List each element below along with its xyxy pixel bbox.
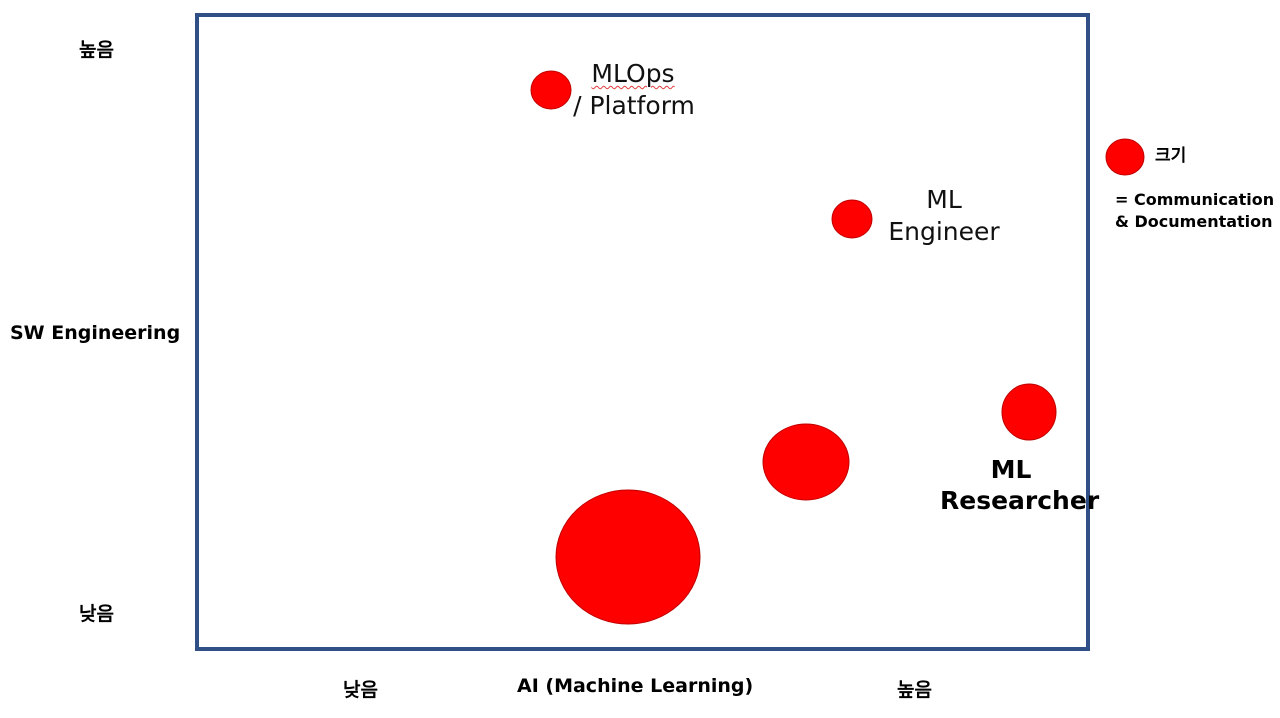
y-axis-high-label: 높음 <box>79 39 114 61</box>
x-axis-high-label: 높음 <box>897 679 932 701</box>
ml-engineer-label-line1: ML <box>926 185 962 214</box>
bubble-mlops <box>530 70 572 110</box>
mlops-label: MLOps / Platform <box>566 58 702 122</box>
bubble-ml-researcher <box>1001 383 1057 441</box>
legend-description: = Communication & Documentation <box>1115 189 1274 233</box>
y-axis-title: SW Engineering <box>10 322 181 344</box>
bubble-large <box>555 489 701 625</box>
mlops-label-line2: / Platform <box>573 91 695 120</box>
ml-engineer-label-line2: Engineer <box>888 217 1000 246</box>
legend-bubble <box>1105 138 1145 176</box>
x-axis-title: AI (Machine Learning) <box>517 675 754 697</box>
ml-researcher-label-line2: Researcher <box>940 486 1100 515</box>
x-axis-low-label: 낮음 <box>343 679 378 701</box>
mlops-label-line1: MLOps <box>591 59 675 88</box>
bubble-ml-engineer <box>831 199 873 239</box>
plot-frame <box>195 13 1090 651</box>
y-axis-low-label: 낮음 <box>79 603 114 625</box>
legend-line2: & Documentation <box>1115 212 1273 231</box>
legend-title: 크기 <box>1155 146 1187 166</box>
legend-line1: = Communication <box>1115 190 1275 209</box>
bubble-medium <box>762 423 850 501</box>
ml-engineer-label: ML Engineer <box>884 184 1004 248</box>
ml-researcher-label: ML Researcher <box>940 454 1100 516</box>
ml-researcher-label-line1: ML <box>990 455 1032 484</box>
